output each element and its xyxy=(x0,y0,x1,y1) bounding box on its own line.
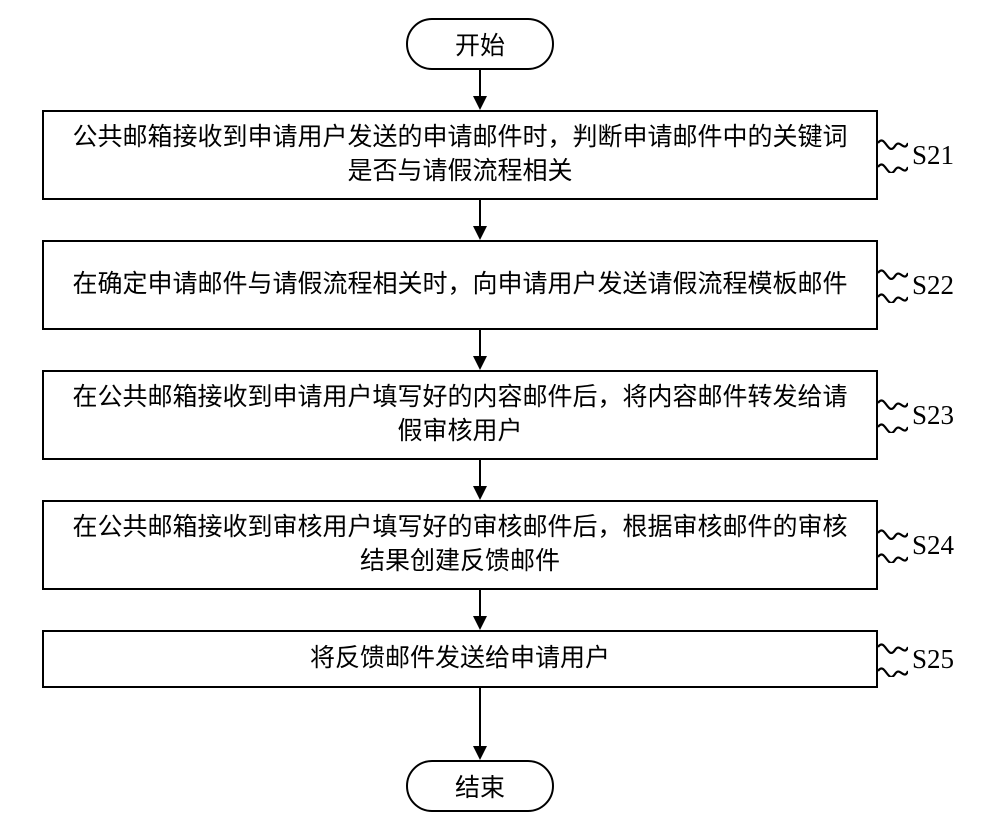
arrow-2 xyxy=(470,330,490,370)
terminal-end: 结束 xyxy=(406,760,554,812)
arrow-0 xyxy=(470,70,490,110)
label-s24: S24 xyxy=(912,530,954,561)
flowchart-canvas: 开始 公共邮箱接收到申请用户发送的申请邮件时，判断申请邮件中的关键词是否与请假流… xyxy=(0,0,1000,835)
label-s21: S21 xyxy=(912,140,954,171)
squiggle-s22 xyxy=(878,267,908,303)
label-s23: S23 xyxy=(912,400,954,431)
process-s22: 在确定申请邮件与请假流程相关时，向申请用户发送请假流程模板邮件 xyxy=(42,240,878,330)
process-s25-text: 将反馈邮件发送给申请用户 xyxy=(310,642,610,676)
label-s25: S25 xyxy=(912,644,954,675)
process-s21: 公共邮箱接收到申请用户发送的申请邮件时，判断申请邮件中的关键词是否与请假流程相关 xyxy=(42,110,878,200)
process-s24: 在公共邮箱接收到审核用户填写好的审核邮件后，根据审核邮件的审核结果创建反馈邮件 xyxy=(42,500,878,590)
terminal-end-label: 结束 xyxy=(455,768,505,804)
arrow-4 xyxy=(470,590,490,630)
squiggle-s23 xyxy=(878,397,908,433)
arrow-1 xyxy=(470,200,490,240)
squiggle-s24 xyxy=(878,527,908,563)
process-s21-text: 公共邮箱接收到申请用户发送的申请邮件时，判断申请邮件中的关键词是否与请假流程相关 xyxy=(64,121,856,189)
squiggle-s21b xyxy=(878,137,908,173)
process-s23: 在公共邮箱接收到申请用户填写好的内容邮件后，将内容邮件转发给请假审核用户 xyxy=(42,370,878,460)
process-s25: 将反馈邮件发送给申请用户 xyxy=(42,630,878,688)
squiggle-s25 xyxy=(878,641,908,677)
arrow-3 xyxy=(470,460,490,500)
arrow-5 xyxy=(470,688,490,760)
process-s22-text: 在确定申请邮件与请假流程相关时，向申请用户发送请假流程模板邮件 xyxy=(72,268,847,302)
terminal-start-label: 开始 xyxy=(455,26,505,62)
process-s24-text: 在公共邮箱接收到审核用户填写好的审核邮件后，根据审核邮件的审核结果创建反馈邮件 xyxy=(64,511,856,579)
terminal-start: 开始 xyxy=(406,18,554,70)
label-s22: S22 xyxy=(912,270,954,301)
process-s23-text: 在公共邮箱接收到申请用户填写好的内容邮件后，将内容邮件转发给请假审核用户 xyxy=(64,381,856,449)
